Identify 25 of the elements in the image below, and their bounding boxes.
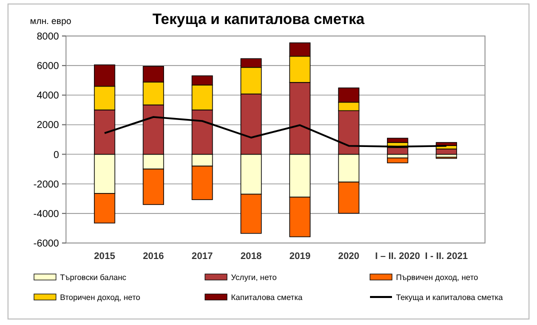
x-tick-label: 2020 [338,251,360,262]
legend-label: Първичен доход, нето [396,272,479,282]
y-tick-label: 2000 [36,120,60,132]
y-tick-label: 8000 [36,32,60,42]
y-tick-label: -4000 [33,208,60,220]
y-tick-label: 4000 [36,90,60,102]
legend-label: Капиталова сметка [231,292,303,302]
x-tick-label: 2018 [240,251,262,262]
x-tick-label: 2015 [94,251,116,262]
y-tick-label: -6000 [33,238,60,250]
y-tick-label: 6000 [36,61,60,72]
x-tick-label: 2017 [192,251,213,262]
chart-title: Текуща и капиталова сметка [152,11,366,28]
x-tick-label: I - II. 2021 [425,251,469,262]
x-tick-label: 2016 [142,251,164,262]
legend-label: Текуща и капиталова сметка [396,292,504,302]
y-axis-title: млн. евро [30,16,72,26]
y-tick-label: -2000 [33,179,60,190]
x-tick-label: 2019 [289,251,310,262]
bar [386,158,408,164]
y-tick-label: 0 [53,150,60,161]
legend-label: Вторичен доход, нето [60,292,141,302]
x-tick-label: I – II. 2020 [375,251,420,262]
legend-label: Търговски баланс [60,272,126,282]
legend-label: Услуги, нето [231,272,278,282]
